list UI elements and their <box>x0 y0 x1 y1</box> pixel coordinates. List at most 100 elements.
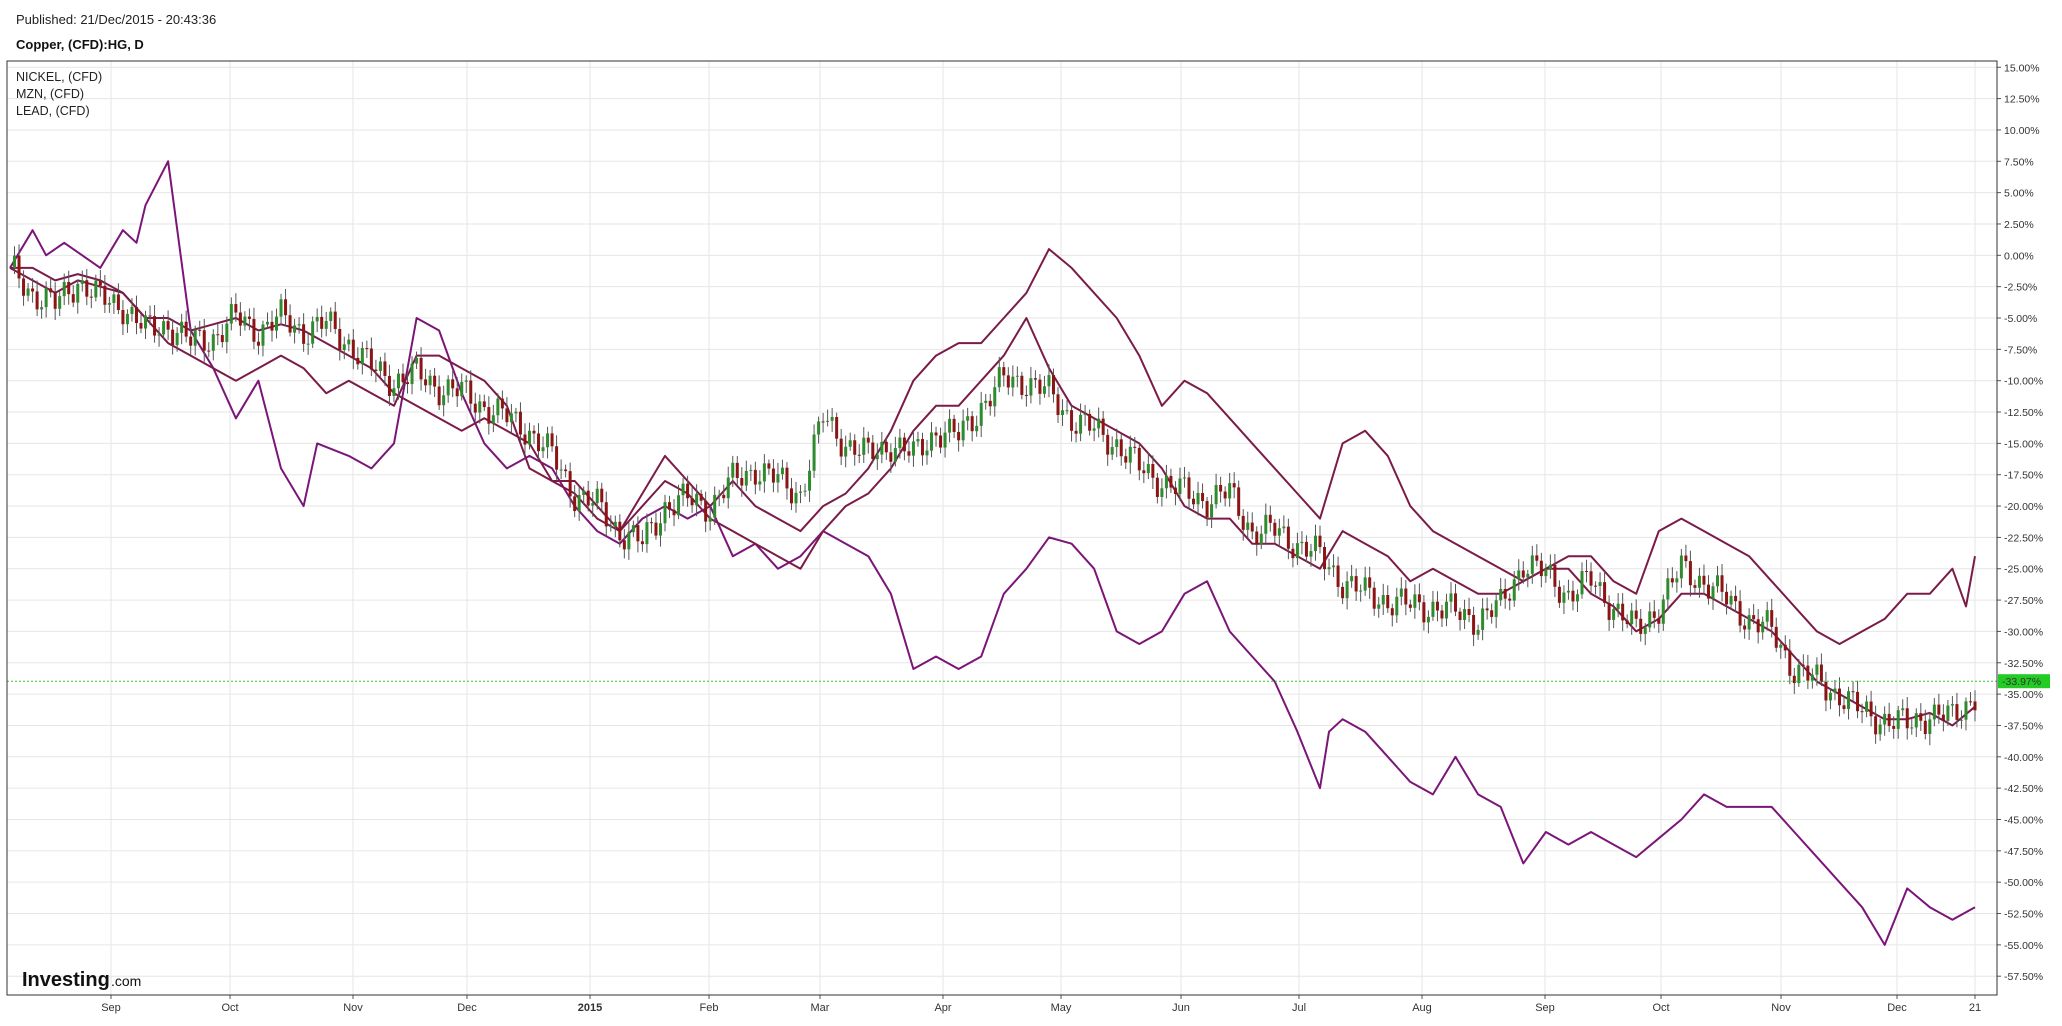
candle-body <box>1937 704 1941 715</box>
candle-body <box>1634 610 1638 619</box>
candle-body <box>302 324 306 344</box>
candle-body <box>1815 664 1819 675</box>
candle-body <box>821 421 825 423</box>
candle-body <box>1968 701 1972 703</box>
candle-body <box>649 522 653 524</box>
candle-body <box>537 433 541 452</box>
candle-body <box>1255 531 1259 545</box>
candle-body <box>378 361 382 371</box>
candle-body <box>193 329 197 346</box>
candle-body <box>125 313 129 325</box>
candle-body <box>663 502 667 524</box>
candle-body <box>324 320 328 329</box>
candle-body <box>1693 585 1697 588</box>
candle-body <box>1070 410 1074 431</box>
candle-body <box>523 434 527 445</box>
candle-body <box>645 522 649 545</box>
x-tick-label: Nov <box>1771 1002 1791 1014</box>
candle-body <box>1837 688 1841 706</box>
candle-body <box>1860 711 1864 713</box>
candle-body <box>112 294 116 303</box>
x-tick-label: Mar <box>811 1002 830 1014</box>
candle-body <box>166 321 170 330</box>
candle-body <box>1024 394 1028 396</box>
candle-body <box>1892 726 1896 729</box>
y-tick-label: -47.50% <box>2004 846 2043 858</box>
candle-body <box>1106 434 1110 455</box>
candle-body <box>568 471 572 497</box>
candle-body <box>532 430 536 434</box>
x-tick-label: Dec <box>457 1002 477 1014</box>
y-tick-label: -40.00% <box>2004 752 2043 764</box>
candle-body <box>898 437 902 449</box>
y-tick-label: -10.00% <box>2004 376 2043 388</box>
candle-body <box>677 495 681 516</box>
candle-body <box>451 379 455 389</box>
candle-body <box>1919 713 1923 721</box>
candle-body <box>1485 608 1489 611</box>
candle-body <box>586 490 590 506</box>
candle-body <box>1399 588 1403 597</box>
candle-body <box>911 441 915 456</box>
x-tick-label: May <box>1051 1002 1072 1014</box>
legend-entry: NICKEL, (CFD) <box>16 70 102 84</box>
candle-body <box>541 447 545 452</box>
candle-body <box>1020 375 1024 395</box>
y-tick-label: -2.50% <box>2004 282 2037 294</box>
candle-body <box>1259 533 1263 545</box>
y-tick-label: -5.00% <box>2004 313 2037 325</box>
candle-body <box>916 439 920 442</box>
candle-body <box>740 477 744 486</box>
candle-body <box>871 442 875 460</box>
candle-body <box>1413 594 1417 608</box>
candle-body <box>455 388 459 397</box>
candle-body <box>1219 485 1223 492</box>
candle-body <box>853 440 857 455</box>
candle-body <box>812 434 816 471</box>
candle-body <box>753 469 757 485</box>
candle-body <box>396 373 400 389</box>
candle-body <box>1616 603 1620 610</box>
candle-body <box>275 316 279 331</box>
candle-body <box>279 299 283 317</box>
candle-body <box>1774 626 1778 648</box>
candle-body <box>1363 577 1367 591</box>
candle-body <box>1738 601 1742 626</box>
legend-entry: MZN, (CFD) <box>16 87 84 101</box>
y-tick-label: -22.50% <box>2004 532 2043 544</box>
candle-body <box>116 294 120 311</box>
candle-body <box>1517 570 1521 580</box>
candle-body <box>1273 522 1277 536</box>
candle-body <box>1670 578 1674 583</box>
candle-body <box>785 467 789 489</box>
candle-body <box>1309 551 1313 557</box>
candle-body <box>1548 564 1552 570</box>
candle-body <box>1155 477 1159 497</box>
candle-body <box>631 525 635 533</box>
candle-body <box>934 432 938 436</box>
candle-body <box>35 291 39 310</box>
candle-body <box>1598 582 1602 586</box>
candle-body <box>1277 528 1281 536</box>
candle-body <box>288 315 292 333</box>
candle-body <box>1684 555 1688 562</box>
candle-body <box>1494 600 1498 617</box>
candle-body <box>482 401 486 408</box>
candle-body <box>80 280 84 284</box>
candle-body <box>686 483 690 499</box>
candle-body <box>1950 704 1954 706</box>
candle-body <box>1223 491 1227 499</box>
candle-body <box>939 435 943 448</box>
candle-body <box>369 348 373 370</box>
candle-body <box>1725 591 1729 605</box>
candle-body <box>1196 492 1200 505</box>
candle-body <box>1566 590 1570 593</box>
candle-body <box>595 488 599 504</box>
candle-body <box>997 367 1001 388</box>
candle-body <box>1097 418 1101 429</box>
series-line-lead <box>9 267 1976 727</box>
candle-body <box>1747 615 1751 630</box>
current-value-label: -33.97% <box>2002 676 2041 688</box>
candle-body <box>604 502 608 527</box>
